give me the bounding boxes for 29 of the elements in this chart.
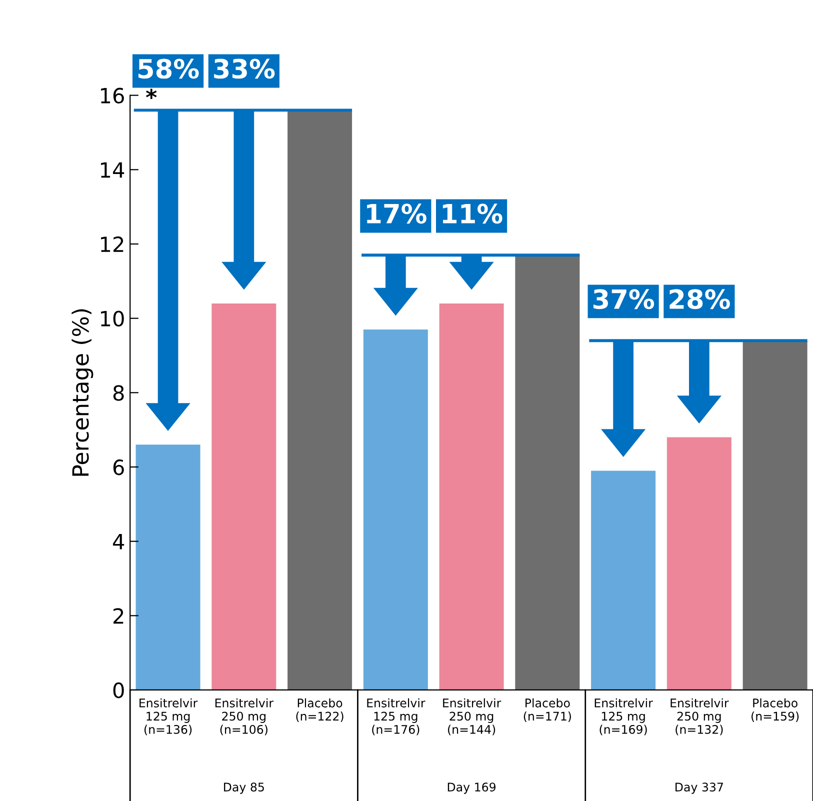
x-tick-label: Ensitrelvir 125 mg (n=169) xyxy=(594,698,653,736)
x-tick-label: Ensitrelvir 125 mg (n=176) xyxy=(367,698,426,736)
y-tick-label: 10 xyxy=(100,310,124,327)
text: Day 337 xyxy=(676,782,723,794)
annotation: 28% xyxy=(670,289,730,310)
x-tick-label: Placebo (n=171) xyxy=(524,698,571,722)
x-tick-label: Ensitrelvir 250 mg (n=106) xyxy=(215,698,274,736)
x-tick-label: Placebo (n=122) xyxy=(296,698,344,722)
x-tick-label: Ensitrelvir 250 mg (n=132) xyxy=(670,698,729,736)
y-axis-title: Percentage (%) xyxy=(72,309,94,476)
text: 58% xyxy=(138,58,199,79)
annotation: 37% xyxy=(593,289,654,310)
annotation: 17% xyxy=(367,204,426,224)
y-tick-label: 8 xyxy=(113,385,124,401)
x-tick-label: Ensitrelvir 250 mg (n=144) xyxy=(443,698,502,736)
y-tick-label: 4 xyxy=(112,534,124,550)
annotation: * xyxy=(146,88,157,100)
annotation: 11% xyxy=(442,204,502,224)
y-tick-label: 6 xyxy=(113,459,124,476)
x-tick-label: Placebo (n=159) xyxy=(752,698,799,722)
y-tick-label: 12 xyxy=(100,236,124,252)
y-tick-label: 16 xyxy=(100,88,124,104)
y-tick-label: 14 xyxy=(100,162,124,178)
text: 33% xyxy=(214,58,275,79)
x-tick-label: Ensitrelvir 125 mg (n=136) xyxy=(140,698,198,736)
y-tick-label: 0 xyxy=(113,682,124,698)
text: Day 169 xyxy=(448,782,496,794)
y-tick-label: 2 xyxy=(113,608,124,624)
text: Day 85 xyxy=(224,782,264,794)
